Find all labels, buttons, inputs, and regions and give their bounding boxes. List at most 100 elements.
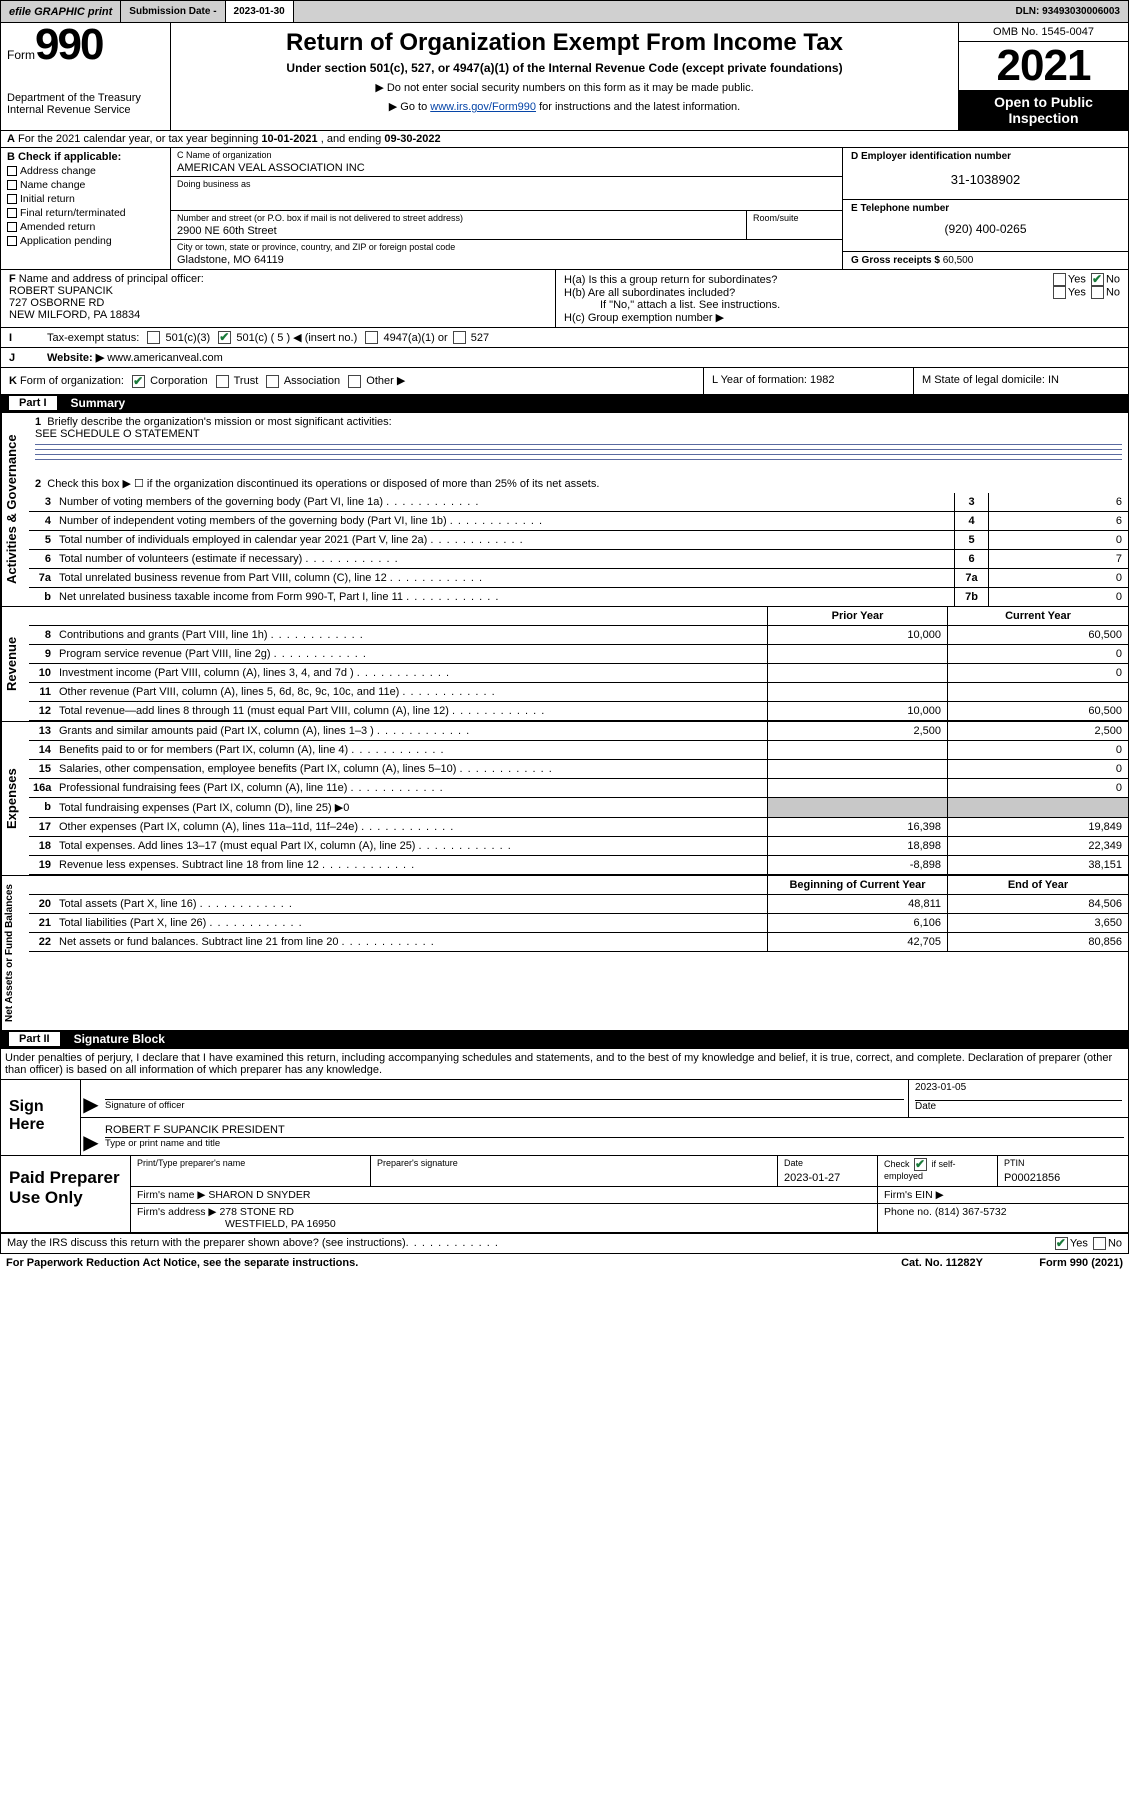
ptin-label: PTIN	[1004, 1158, 1122, 1168]
501c3-checkbox[interactable]	[147, 331, 160, 344]
tab-net-assets: Net Assets or Fund Balances	[1, 876, 29, 1030]
ha-no-checkbox[interactable]	[1091, 273, 1104, 286]
line-text: Other expenses (Part IX, column (A), lin…	[55, 818, 768, 836]
line-text: Total number of individuals employed in …	[55, 531, 954, 549]
part1-title: Summary	[71, 396, 126, 410]
note-link: ▶ Go to www.irs.gov/Form990 for instruct…	[181, 100, 948, 113]
line-text: Total assets (Part X, line 16)	[55, 895, 768, 913]
paid-preparer-label: Paid Preparer Use Only	[1, 1156, 131, 1232]
instructions-link[interactable]: www.irs.gov/Form990	[430, 101, 536, 113]
line-box: 5	[954, 531, 988, 549]
tax-year: 2021	[959, 42, 1128, 90]
line-value: 7	[988, 550, 1128, 568]
prior-value: 42,705	[768, 933, 948, 951]
line-box: 4	[954, 512, 988, 530]
line-number: 9	[29, 645, 55, 663]
other-checkbox[interactable]	[348, 375, 361, 388]
hb-no-checkbox[interactable]	[1091, 286, 1104, 299]
name-change-checkbox[interactable]	[7, 180, 17, 190]
row-j: J Website: ▶ www.americanveal.com	[1, 347, 1128, 367]
penalty-statement: Under penalties of perjury, I declare th…	[1, 1048, 1128, 1079]
final-return-checkbox[interactable]	[7, 208, 17, 218]
501c-checkbox[interactable]	[218, 331, 231, 344]
527-checkbox[interactable]	[453, 331, 466, 344]
current-value: 2,500	[948, 722, 1128, 740]
association-checkbox[interactable]	[266, 375, 279, 388]
preparer-date: 2023-01-27	[784, 1168, 871, 1184]
discuss-yes-checkbox[interactable]	[1055, 1237, 1068, 1250]
4947-checkbox[interactable]	[365, 331, 378, 344]
open-to-public: Open to Public Inspection	[959, 90, 1128, 130]
row-m: M State of legal domicile: IN	[913, 368, 1128, 394]
officer-name-title: ROBERT F SUPANCIK PRESIDENT	[105, 1120, 1124, 1138]
org-name-label: C Name of organization	[177, 150, 836, 160]
trust-checkbox[interactable]	[216, 375, 229, 388]
gross-value: 60,500	[943, 255, 974, 266]
omb-number: OMB No. 1545-0047	[959, 23, 1128, 42]
association-label: Association	[284, 375, 340, 387]
final-return-label: Final return/terminated	[20, 207, 126, 219]
tax-year-end: 09-30-2022	[384, 133, 440, 145]
preparer-name-label: Print/Type preparer's name	[137, 1158, 364, 1168]
ha-yes-checkbox[interactable]	[1053, 273, 1066, 286]
efile-print-button[interactable]: efile GRAPHIC print	[1, 1, 121, 22]
firm-name: SHARON D SNYDER	[208, 1189, 310, 1201]
line-number: 14	[29, 741, 55, 759]
line-number: 17	[29, 818, 55, 836]
current-value: 0	[948, 779, 1128, 797]
part2-label: Part II	[9, 1032, 60, 1046]
note-ssn: ▶ Do not enter social security numbers o…	[181, 81, 948, 94]
part2-title: Signature Block	[74, 1032, 165, 1046]
hb-yes-checkbox[interactable]	[1053, 286, 1066, 299]
cat-number: Cat. No. 11282Y	[901, 1257, 983, 1269]
col-end-year: End of Year	[948, 876, 1128, 894]
4947-label: 4947(a)(1) or	[383, 332, 447, 344]
box-b: B Check if applicable: Address change Na…	[1, 148, 171, 269]
ha-label: H(a) Is this a group return for subordin…	[564, 274, 777, 286]
line-number: 15	[29, 760, 55, 778]
line-text: Program service revenue (Part VIII, line…	[55, 645, 768, 663]
501c3-label: 501(c)(3)	[166, 332, 211, 344]
amended-return-checkbox[interactable]	[7, 222, 17, 232]
preparer-sig-label: Preparer's signature	[377, 1158, 771, 1168]
room-label: Room/suite	[753, 213, 836, 223]
corporation-checkbox[interactable]	[132, 375, 145, 388]
j-label: J	[9, 352, 47, 364]
tab-expenses: Expenses	[1, 722, 29, 875]
row-a-pre: For the 2021 calendar year, or tax year …	[18, 133, 261, 145]
row-l: L Year of formation: 1982	[703, 368, 913, 394]
phone-value: (920) 400-0265	[851, 214, 1120, 236]
table-row: 11Other revenue (Part VIII, column (A), …	[29, 683, 1128, 702]
table-row: 14Benefits paid to or for members (Part …	[29, 741, 1128, 760]
line-box: 6	[954, 550, 988, 568]
initial-return-checkbox[interactable]	[7, 194, 17, 204]
identity-block: B Check if applicable: Address change Na…	[1, 148, 1128, 269]
page-footer: For Paperwork Reduction Act Notice, see …	[0, 1254, 1129, 1272]
line-text: Total fundraising expenses (Part IX, col…	[55, 798, 768, 817]
discuss-no-checkbox[interactable]	[1093, 1237, 1106, 1250]
line-text: Benefits paid to or for members (Part IX…	[55, 741, 768, 759]
line-text: Revenue less expenses. Subtract line 18 …	[55, 856, 768, 874]
table-row: 21Total liabilities (Part X, line 26) 6,…	[29, 914, 1128, 933]
initial-return-label: Initial return	[20, 193, 75, 205]
table-row: 17Other expenses (Part IX, column (A), l…	[29, 818, 1128, 837]
line-number: 3	[29, 493, 55, 511]
dln: DLN: 93493030006003	[1007, 1, 1128, 22]
hb-label: H(b) Are all subordinates included?	[564, 287, 735, 299]
header-right: OMB No. 1545-0047 2021 Open to Public In…	[958, 23, 1128, 130]
address-change-checkbox[interactable]	[7, 166, 17, 176]
line-1: 1 Briefly describe the organization's mi…	[29, 413, 1128, 463]
preparer-name	[137, 1168, 364, 1172]
arrow-icon: ▶	[81, 1118, 101, 1155]
current-value: 3,650	[948, 914, 1128, 932]
line-number: 5	[29, 531, 55, 549]
col-prior-year: Prior Year	[768, 607, 948, 625]
website-value: www.americanveal.com	[107, 352, 223, 364]
application-pending-checkbox[interactable]	[7, 236, 17, 246]
self-employed-checkbox[interactable]	[914, 1158, 927, 1171]
table-row: 9Program service revenue (Part VIII, lin…	[29, 645, 1128, 664]
ein-label: D Employer identification number	[851, 151, 1120, 162]
line-number: 6	[29, 550, 55, 568]
ein-value: 31-1038902	[851, 162, 1120, 187]
line-text: Total liabilities (Part X, line 26)	[55, 914, 768, 932]
